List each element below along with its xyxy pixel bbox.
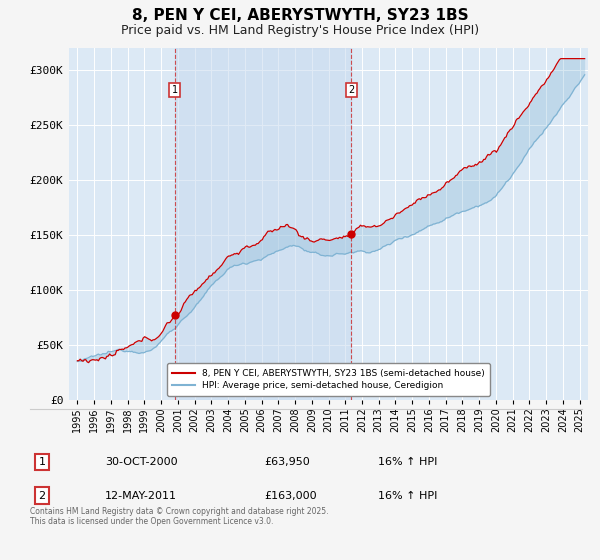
Text: £163,000: £163,000 [264,491,317,501]
Text: £63,950: £63,950 [264,457,310,467]
Legend: 8, PEN Y CEI, ABERYSTWYTH, SY23 1BS (semi-detached house), HPI: Average price, s: 8, PEN Y CEI, ABERYSTWYTH, SY23 1BS (sem… [167,363,490,396]
Text: 1: 1 [172,85,178,95]
Text: 8, PEN Y CEI, ABERYSTWYTH, SY23 1BS: 8, PEN Y CEI, ABERYSTWYTH, SY23 1BS [131,8,469,24]
Text: 16% ↑ HPI: 16% ↑ HPI [378,457,437,467]
Text: 1: 1 [38,457,46,467]
Text: 12-MAY-2011: 12-MAY-2011 [105,491,177,501]
Bar [175,48,351,400]
Text: 2: 2 [38,491,46,501]
Text: 30-OCT-2000: 30-OCT-2000 [105,457,178,467]
Text: Contains HM Land Registry data © Crown copyright and database right 2025.
This d: Contains HM Land Registry data © Crown c… [30,507,329,526]
Text: 2: 2 [348,85,355,95]
Text: Price paid vs. HM Land Registry's House Price Index (HPI): Price paid vs. HM Land Registry's House … [121,24,479,36]
Text: 16% ↑ HPI: 16% ↑ HPI [378,491,437,501]
